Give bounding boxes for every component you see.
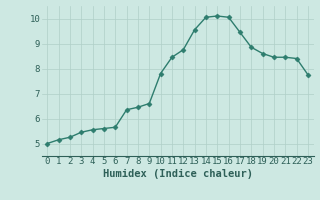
X-axis label: Humidex (Indice chaleur): Humidex (Indice chaleur): [103, 169, 252, 179]
